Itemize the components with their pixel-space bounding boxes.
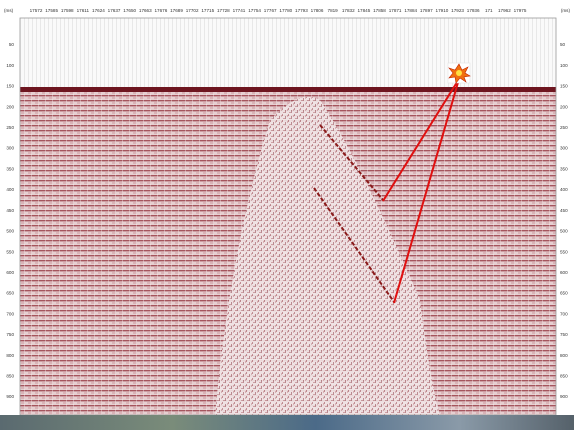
top-axis-label: 17624 — [92, 8, 105, 13]
right-axis-label: 400 — [560, 187, 568, 192]
top-axis-label: 17923 — [451, 8, 464, 13]
right-axis-label: 450 — [560, 208, 568, 213]
top-axis-label: 17637 — [108, 8, 121, 13]
left-axis-label: 50 — [9, 42, 15, 47]
top-axis-label: 17715 — [201, 8, 214, 13]
axis-labels: 17572 17585 17598 17611 17624 17637 17650 17663… — [6, 8, 568, 399]
top-axis-label: 17884 — [404, 8, 417, 13]
right-axis-label: 100 — [560, 63, 568, 68]
right-axis-label: 650 — [560, 291, 568, 296]
ray-line — [393, 78, 460, 304]
right-axis-label: 700 — [560, 311, 568, 316]
right-axis-label: 350 — [560, 166, 568, 171]
top-axis-label: 7819 — [328, 8, 339, 13]
left-axis-label: 800 — [6, 353, 14, 358]
top-axis-label: 17806 — [311, 8, 324, 13]
top-axis-label: 17689 — [170, 8, 183, 13]
right-axis-label: 850 — [560, 374, 568, 379]
top-axis-label: 17650 — [123, 8, 136, 13]
top-axis-label: 17728 — [217, 8, 230, 13]
left-axis-label: 200 — [6, 104, 14, 109]
right-axis-label: 900 — [560, 394, 568, 399]
top-axis-label: 17572 — [30, 8, 43, 13]
top-axis-label: 17832 — [342, 8, 355, 13]
left-axis-label: 100 — [6, 63, 14, 68]
top-axis-label: 17702 — [186, 8, 199, 13]
top-axis-label: 17676 — [155, 8, 168, 13]
top-axis-label: 17975 — [514, 8, 527, 13]
right-axis-label: 800 — [560, 353, 568, 358]
left-axis-label: 300 — [6, 146, 14, 151]
top-axis-label: 17754 — [248, 8, 261, 13]
chaotic-zone — [215, 96, 440, 416]
top-axis-label: 17611 — [77, 8, 90, 13]
right-axis-label: 200 — [560, 104, 568, 109]
right-axis-label: 50 — [560, 42, 566, 47]
top-axis-label: 17910 — [436, 8, 449, 13]
left-axis-label: 350 — [6, 166, 14, 171]
top-axis-label: 17871 — [389, 8, 402, 13]
left-axis-label: 850 — [6, 374, 14, 379]
top-axis-label: 17741 — [233, 8, 246, 13]
left-axis-label: 400 — [6, 187, 14, 192]
fault-line — [319, 124, 384, 201]
bottom-strip — [0, 415, 574, 430]
left-axis-label: 700 — [6, 311, 14, 316]
top-axis-label: 17962 — [498, 8, 511, 13]
top-axis-label: 171 — [485, 8, 493, 13]
top-axis-label: 17598 — [61, 8, 74, 13]
right-axis-label: 750 — [560, 332, 568, 337]
right-axis-label: 250 — [560, 125, 568, 130]
top-axis-label: 17663 — [139, 8, 152, 13]
right-axis-label: 600 — [560, 270, 568, 275]
unit-label: (ms) — [4, 8, 14, 13]
left-axis-label: 550 — [6, 249, 14, 254]
left-axis-label: 750 — [6, 332, 14, 337]
top-axis-label: 17897 — [420, 8, 433, 13]
fault-line — [313, 187, 395, 303]
right-axis-label: 550 — [560, 249, 568, 254]
top-axis-label: 17767 — [264, 8, 277, 13]
left-axis-label: 250 — [6, 125, 14, 130]
top-axis-label: 17585 — [45, 8, 58, 13]
unit-label: (ms) — [561, 8, 571, 13]
left-axis-label: 900 — [6, 394, 14, 399]
left-axis-label: 150 — [6, 84, 14, 89]
left-axis-label: 650 — [6, 291, 14, 296]
left-axis-label: 500 — [6, 229, 14, 234]
top-axis-label: 17936 — [467, 8, 480, 13]
right-axis-label: 500 — [560, 229, 568, 234]
seafloor-reflector — [20, 87, 556, 92]
top-axis-label: 17845 — [357, 8, 370, 13]
ray-line — [382, 78, 460, 202]
right-axis-label: 300 — [560, 146, 568, 151]
left-axis-label: 450 — [6, 208, 14, 213]
top-axis-label: 17793 — [295, 8, 308, 13]
blank-zone — [20, 18, 556, 88]
top-axis-label: 17858 — [373, 8, 386, 13]
left-axis-label: 600 — [6, 270, 14, 275]
right-axis-label: 150 — [560, 84, 568, 89]
top-axis-label: 17780 — [279, 8, 292, 13]
explosion-icon — [447, 62, 471, 84]
